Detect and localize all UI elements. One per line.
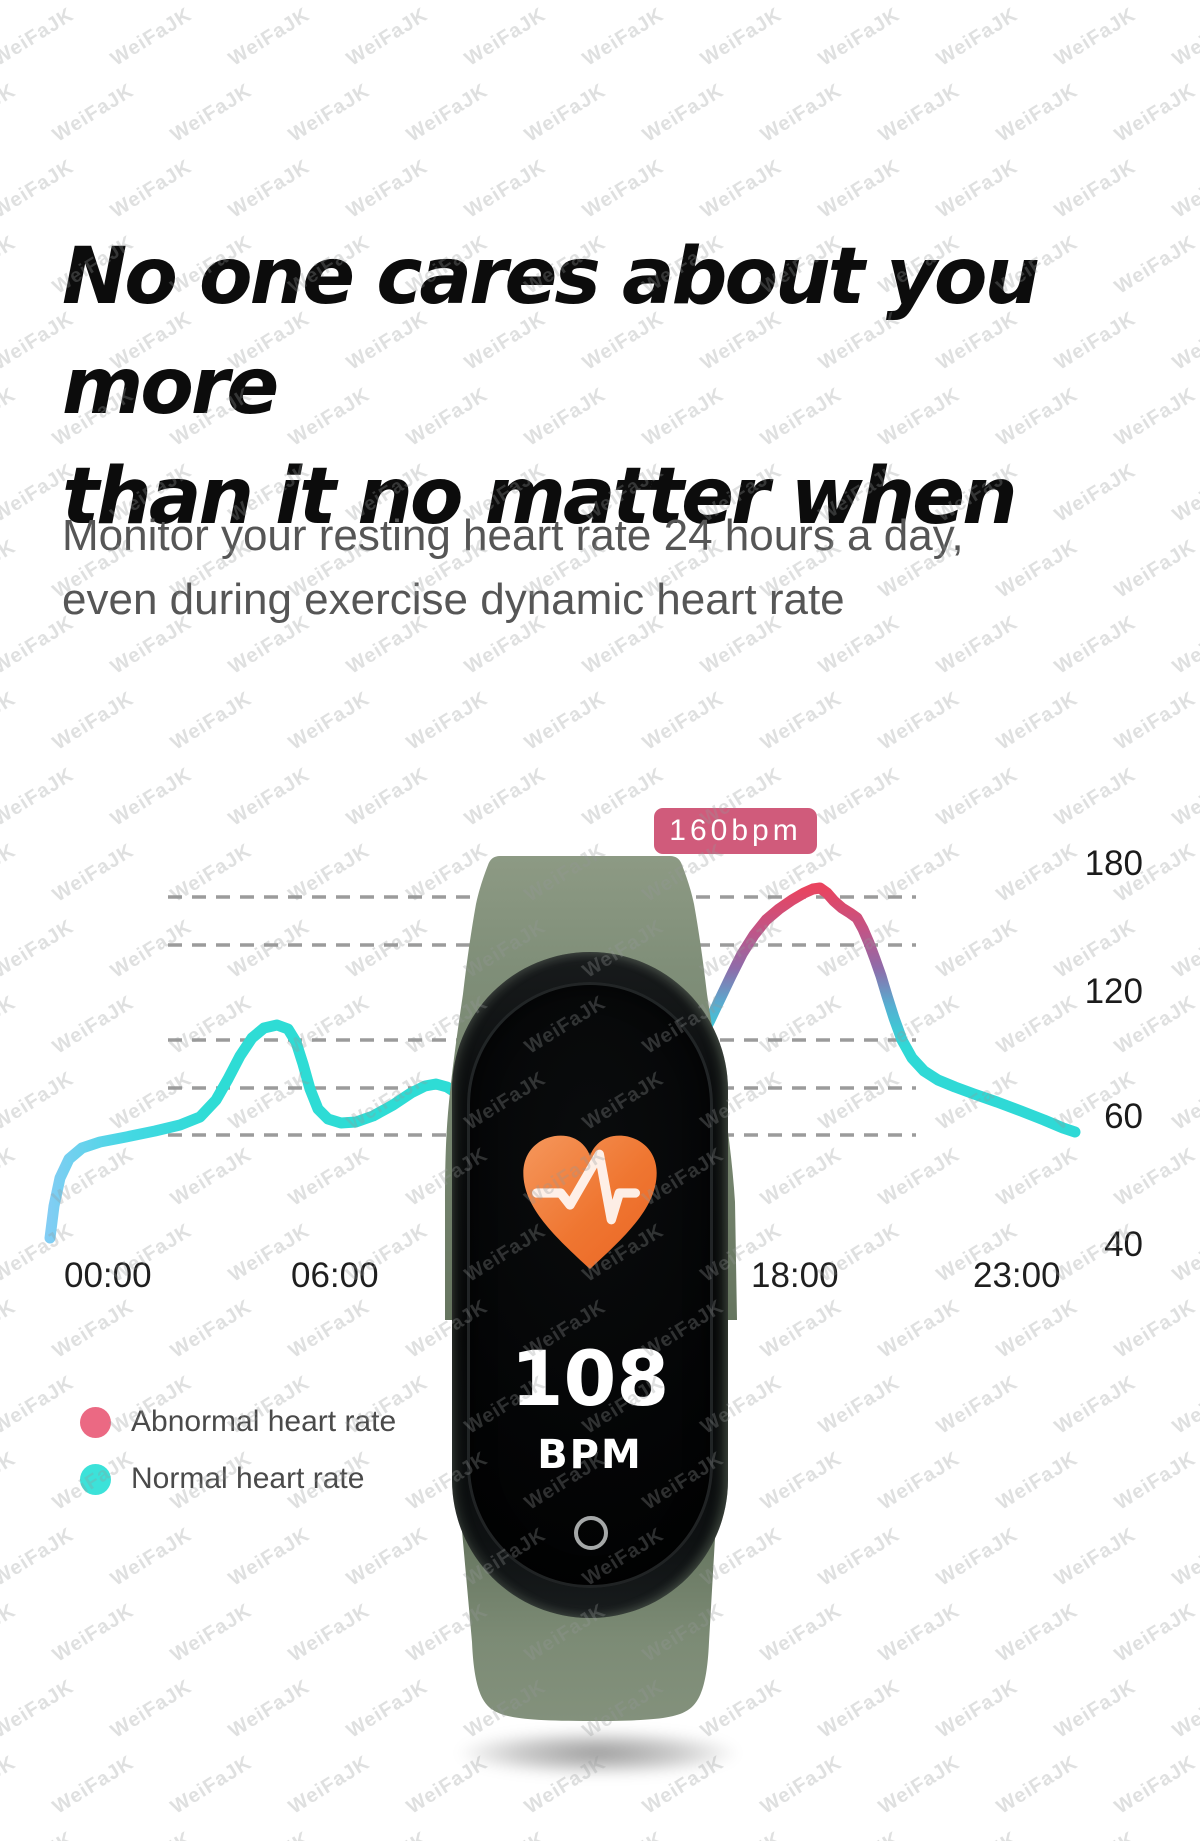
- legend: Abnormal heart rate Normal heart rate: [80, 1405, 396, 1519]
- legend-dot-normal-icon: [80, 1463, 111, 1495]
- legend-dot-abnormal-icon: [80, 1406, 111, 1438]
- smart-band: 108 BPM: [400, 850, 800, 1790]
- y-tick-60: 60: [1104, 1097, 1143, 1136]
- x-tick-1800: 18:00: [751, 1256, 839, 1295]
- subtitle-line-2: even during exercise dynamic heart rate: [62, 575, 845, 624]
- headline-line-1: No one cares about you more: [62, 232, 1040, 432]
- peak-bpm-badge-label: 160bpm: [669, 814, 802, 847]
- watch-screen: 108 BPM: [467, 982, 713, 1588]
- y-tick-40: 40: [1104, 1225, 1143, 1264]
- legend-item-abnormal: Abnormal heart rate: [80, 1405, 396, 1439]
- headline: No one cares about you more than it no m…: [62, 222, 1172, 552]
- subtitle-line-1: Monitor your resting heart rate 24 hours…: [62, 511, 964, 560]
- watch-body: 108 BPM: [452, 952, 728, 1618]
- abnormal-exercise-peak-segment: [694, 882, 1081, 1138]
- bpm-value: 108: [510, 1334, 670, 1423]
- subtitle: Monitor your resting heart rate 24 hours…: [62, 504, 1142, 632]
- x-tick-2300: 23:00: [973, 1256, 1061, 1295]
- band-shadow: [458, 1730, 738, 1776]
- legend-item-normal: Normal heart rate: [80, 1462, 396, 1496]
- bpm-unit: BPM: [537, 1432, 643, 1478]
- headline-line-2: than it no matter when: [62, 452, 1018, 542]
- home-button-icon: [574, 1516, 608, 1550]
- y-tick-120: 120: [1084, 972, 1143, 1011]
- legend-label-abnormal: Abnormal heart rate: [131, 1405, 397, 1438]
- normal-heart-rate-segment: [44, 1019, 464, 1244]
- peak-bpm-badge: 160bpm: [654, 808, 817, 854]
- x-tick-0000: 00:00: [64, 1256, 152, 1295]
- x-tick-0600: 06:00: [291, 1256, 379, 1295]
- legend-label-normal: Normal heart rate: [131, 1462, 365, 1495]
- heart-rate-widget: [523, 1135, 657, 1269]
- ecg-line-icon: [532, 1149, 640, 1225]
- y-tick-180: 180: [1084, 844, 1143, 883]
- heart-icon: [523, 1135, 657, 1269]
